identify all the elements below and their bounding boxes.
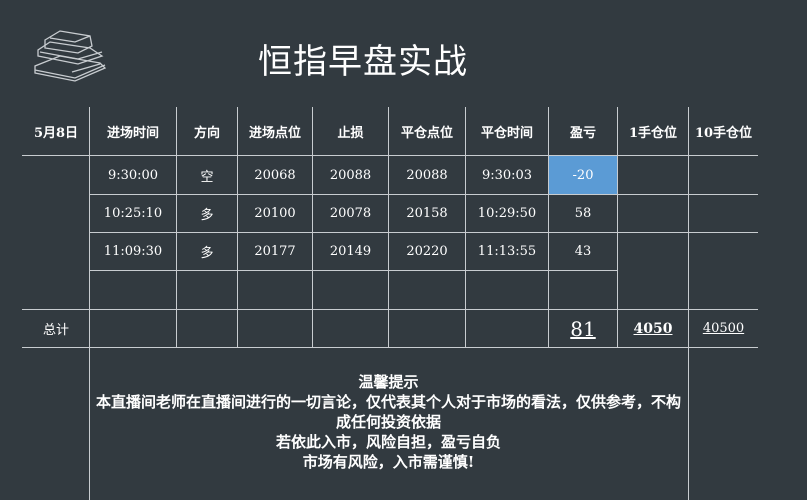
table-cell: 20088: [406, 167, 448, 183]
column-divider: [388, 107, 389, 347]
column-divider: [312, 107, 313, 347]
table-cell: 20158: [406, 206, 448, 221]
column-header: 平仓点位: [400, 126, 453, 141]
table-cell: 20078: [329, 206, 372, 221]
column-divider: [688, 107, 689, 500]
total-1lot: 4050: [633, 320, 673, 337]
row-divider: [89, 194, 758, 195]
table-cell: 多: [200, 208, 214, 223]
table-cell: 20220: [406, 244, 448, 259]
column-divider: [89, 107, 90, 500]
column-header: 方向: [193, 126, 220, 141]
total-10lot: 40500: [702, 321, 745, 336]
table-cell: 43: [574, 244, 592, 259]
table-cell: 11:09:30: [103, 244, 163, 259]
row-divider: [22, 155, 758, 156]
disclaimer: 温馨提示 本直播间老师在直播间进行的一切言论，仅代表其个人对于市场的看法，仅供参…: [89, 372, 688, 472]
column-header: 1手仓位: [628, 126, 678, 141]
column-divider: [176, 107, 177, 347]
table-cell: -20: [549, 156, 617, 194]
row-divider: [22, 309, 758, 310]
books-icon: [30, 28, 110, 88]
table-cell: 11:13:55: [477, 244, 537, 259]
table-cell: 空: [200, 169, 214, 185]
page-title: 恒指早盘实战: [258, 42, 468, 82]
notice-line: 本直播间老师在直播间进行的一切言论，仅代表其个人对于市场的看法，仅供参考，不构成…: [95, 393, 681, 431]
column-header: 10手仓位: [694, 126, 753, 141]
table-cell: 20149: [329, 244, 372, 259]
table-cell: 20088: [329, 167, 372, 183]
date-label: 5月8日: [33, 126, 79, 141]
table-cell: 9:30:03: [481, 167, 533, 183]
table-cell: 58: [574, 206, 592, 221]
table-cell: 10:25:10: [103, 206, 163, 221]
notice-line: 若依此入市，风险自担，盈亏自负: [275, 433, 501, 451]
table-cell: 20068: [254, 167, 296, 183]
table-cell: 多: [200, 246, 214, 261]
column-divider: [237, 107, 238, 347]
column-divider: [465, 107, 466, 347]
column-divider: [617, 107, 618, 347]
table-cell: 20177: [254, 244, 296, 259]
notice-line: 市场有风险，入市需谨慎!: [302, 453, 475, 471]
table-cell: 20100: [254, 206, 296, 221]
column-header: 盈亏: [569, 126, 596, 141]
row-divider: [89, 232, 758, 233]
column-header: 止损: [337, 126, 364, 141]
row-divider: [89, 270, 617, 271]
total-label: 总计: [42, 323, 69, 338]
notice-title: 温馨提示: [358, 373, 419, 391]
table-cell: 9:30:00: [107, 167, 159, 183]
table-cell: 10:29:50: [477, 206, 537, 221]
column-header: 进场时间: [106, 126, 159, 141]
column-header: 平仓时间: [480, 126, 533, 141]
column-divider: [548, 107, 549, 347]
total-pnl: 81: [570, 316, 596, 341]
row-divider: [22, 347, 758, 348]
column-header: 进场点位: [248, 126, 301, 141]
